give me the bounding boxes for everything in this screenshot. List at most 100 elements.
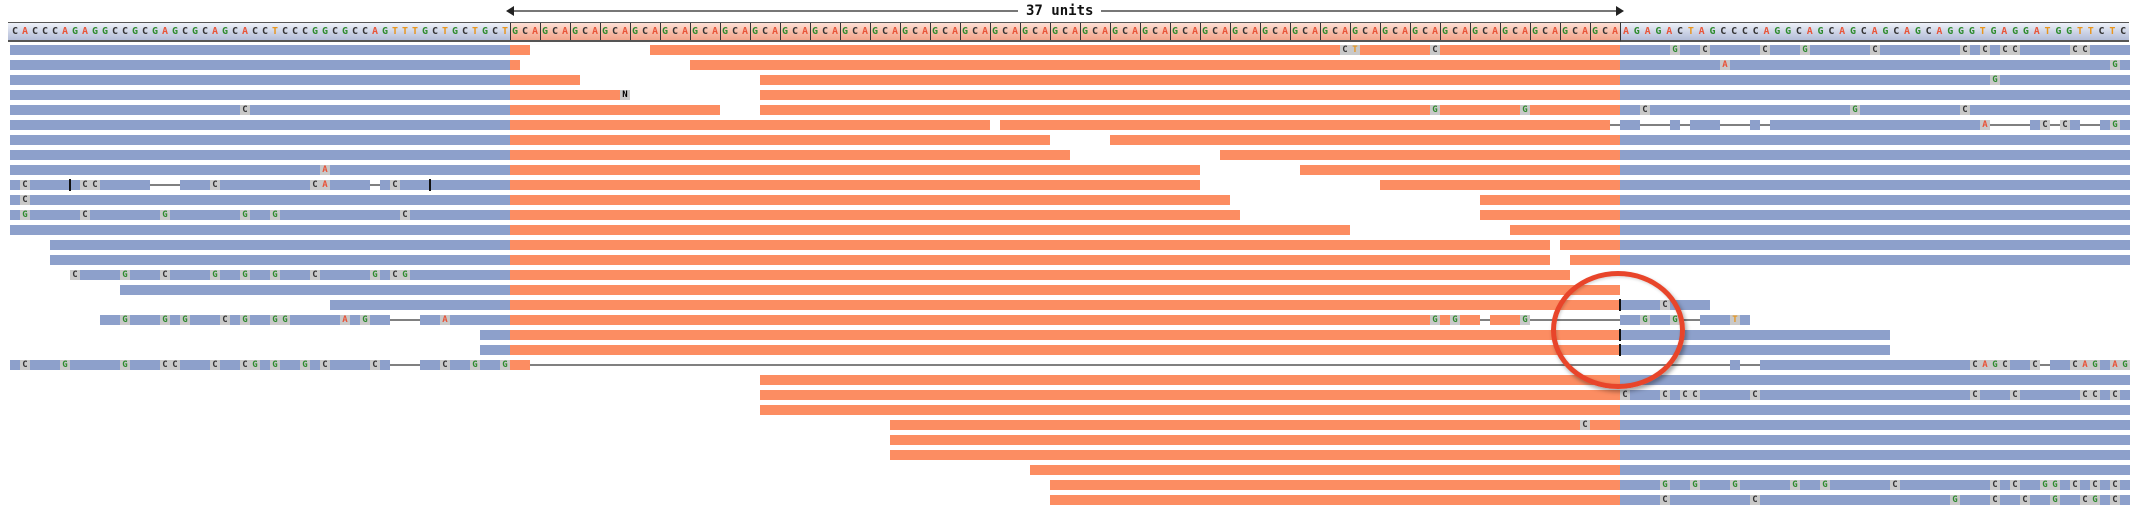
flank-segment: [10, 120, 510, 130]
mismatch-base: G: [360, 315, 370, 325]
repeat-segment: [510, 105, 720, 115]
repeat-unit-sequence: GCA: [962, 26, 993, 37]
read: [0, 135, 2130, 147]
mismatch-base: C: [160, 270, 170, 280]
mismatch-base: C: [2110, 390, 2120, 400]
mismatch-base: C: [2000, 45, 2010, 55]
ref-base: C: [1752, 26, 1759, 37]
mismatch-base: G: [1730, 480, 1740, 490]
flank-segment: [1760, 360, 2040, 370]
read: C: [0, 420, 2130, 432]
mismatch-base: G: [2110, 120, 2120, 130]
repeat-unit: GCA: [1440, 23, 1470, 40]
mismatch-base: C: [90, 180, 100, 190]
mismatch-base: C: [240, 360, 250, 370]
mismatch-base: C: [2110, 495, 2120, 505]
flank-segment: [1700, 315, 1750, 325]
repeat-unit: GCA: [1110, 23, 1140, 40]
mismatch-base: G: [270, 210, 280, 220]
deletion-line: [370, 184, 380, 186]
repeat-segment: [510, 300, 1620, 310]
read: [0, 450, 2130, 462]
mismatch-base: G: [500, 360, 510, 370]
ref-base: T: [441, 26, 449, 37]
mismatch-base: A: [2110, 360, 2120, 370]
flank-segment: [330, 300, 510, 310]
ref-base: G: [1655, 26, 1662, 37]
flank-segment: [1620, 390, 2130, 400]
flank-segment: [1620, 465, 2130, 475]
ref-base: C: [1860, 26, 1867, 37]
repeat-unit-sequence: GCA: [1442, 26, 1473, 37]
repeat-unit: GCA: [840, 23, 870, 40]
mismatch-base: G: [180, 315, 190, 325]
ref-base: G: [2055, 26, 2062, 37]
repeat-segment: [1570, 255, 1620, 265]
deletion-line: [530, 364, 1730, 366]
ref-base: A: [81, 26, 89, 37]
mismatch-base: G: [240, 315, 250, 325]
repeat-unit-sequence: GCA: [1052, 26, 1083, 37]
flank-segment: [1620, 150, 2130, 160]
repeat-unit-sequence: GCA: [1082, 26, 1113, 37]
flank-segment: [10, 135, 510, 145]
mismatch-base: G: [120, 270, 130, 280]
ref-base: C: [1731, 26, 1738, 37]
read: G: [0, 75, 2130, 87]
repeat-unit: GCA: [780, 23, 810, 40]
flank-segment: [1620, 495, 2130, 505]
repeat-unit: GCA: [810, 23, 840, 40]
ref-base: C: [31, 26, 39, 37]
repeat-unit: GCA: [1140, 23, 1170, 40]
mismatch-base: C: [2060, 120, 2070, 130]
ref-base: A: [61, 26, 69, 37]
repeat-unit-sequence: GCA: [1412, 26, 1443, 37]
read: [0, 240, 2130, 252]
mismatch-base: G: [1820, 480, 1830, 490]
ref-base: C: [1677, 26, 1684, 37]
deletion-line: [1680, 319, 1700, 321]
ref-base: G: [1947, 26, 1954, 37]
mismatch-base: G: [270, 360, 280, 370]
mismatch-base: G: [20, 210, 30, 220]
repeat-unit-sequence: GCA: [1262, 26, 1293, 37]
mismatch-base: C: [210, 360, 220, 370]
repeat-segment: [890, 450, 1620, 460]
read: N: [0, 90, 2130, 102]
mismatch-base: C: [1970, 390, 1980, 400]
mismatch-base: C: [390, 270, 400, 280]
ref-base: C: [291, 26, 299, 37]
repeat-unit-sequence: GCA: [1592, 26, 1623, 37]
mismatch-base: C: [70, 270, 80, 280]
flank-segment: [420, 360, 510, 370]
mismatch-base: C: [220, 315, 230, 325]
repeat-segment: [760, 105, 1620, 115]
flank-segment: [1620, 105, 2130, 115]
repeat-unit: GCA: [1380, 23, 1410, 40]
repeat-unit-sequence: GCA: [842, 26, 873, 37]
ref-base: T: [1979, 26, 1986, 37]
repeat-unit-sequence: GCA: [1292, 26, 1323, 37]
repeat-unit: GCA: [510, 23, 540, 40]
ref-base: C: [1741, 26, 1748, 37]
flank-segment: [10, 90, 510, 100]
repeat-unit-sequence: GCA: [1112, 26, 1143, 37]
repeat-unit: GCA: [1260, 23, 1290, 40]
ref-base: G: [151, 26, 159, 37]
repeat-segment: [1050, 495, 1620, 505]
ref-base: C: [491, 26, 499, 37]
repeat-unit: GCA: [960, 23, 990, 40]
repeat-segment: [510, 210, 1240, 220]
repeat-unit: GCA: [600, 23, 630, 40]
repeat-segment: [760, 405, 1620, 415]
ref-base: A: [2033, 26, 2040, 37]
ref-base: C: [431, 26, 439, 37]
mismatch-base: C: [2110, 480, 2120, 490]
flank-segment: [1690, 120, 1720, 130]
repeat-unit: GCA: [1230, 23, 1260, 40]
mismatch-base: C: [240, 105, 250, 115]
ref-base: G: [311, 26, 319, 37]
mismatch-base: C: [1700, 45, 1710, 55]
